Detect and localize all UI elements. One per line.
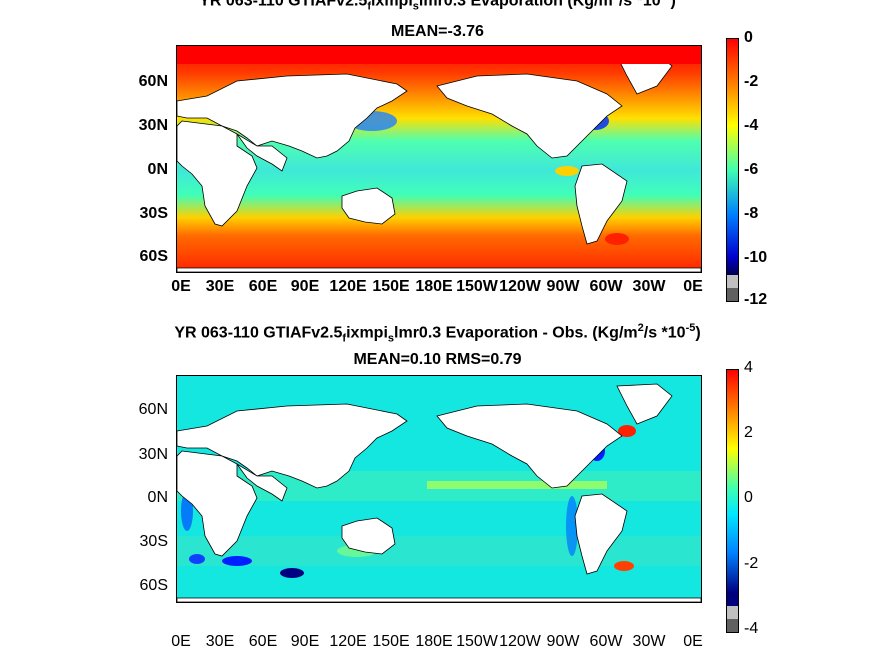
- bottom-lon-label: 0E: [683, 633, 703, 650]
- bottom-lat-label-60n: 60N: [138, 401, 168, 418]
- bottom-evaporation-bias-map: [176, 375, 702, 603]
- bottom-lon-label: 0E: [171, 633, 191, 650]
- bottom-colorbar-tick: -4: [744, 620, 759, 637]
- top-lat-label-30n: 30N: [138, 117, 168, 134]
- bottom-lat-label-60s: 60S: [139, 577, 168, 594]
- bottom-lon-label: 90E: [290, 633, 320, 650]
- bottom-colorbar: [726, 369, 739, 633]
- top-colorbar: [726, 38, 739, 302]
- bottom-lon-label: 150E: [372, 633, 410, 650]
- top-lon-label: 90W: [546, 278, 580, 295]
- top-lon-label: 150W: [456, 278, 498, 295]
- top-lon-label: 0E: [171, 278, 191, 295]
- top-colorbar-tick: -6: [744, 161, 759, 178]
- bottom-lon-label: 150W: [456, 633, 498, 650]
- bottom-lon-label: 30W: [632, 633, 666, 650]
- bottom-lon-label: 60E: [248, 633, 278, 650]
- bottom-lon-label: 30E: [205, 633, 235, 650]
- bottom-colorbar-tick: 4: [744, 359, 753, 376]
- top-lon-label: 30W: [632, 278, 666, 295]
- bottom-lon-label: 60W: [589, 633, 623, 650]
- top-lon-label: 90E: [290, 278, 320, 295]
- top-colorbar-tick: -4: [744, 117, 759, 134]
- top-lon-label: 120W: [499, 278, 541, 295]
- bottom-lat-label-30s: 30S: [139, 533, 168, 550]
- bottom-map-subtitle: MEAN=0.10 RMS=0.79: [353, 351, 522, 368]
- bottom-colorbar-tick: 2: [744, 424, 753, 441]
- bottom-lon-label: 120E: [329, 633, 367, 650]
- top-map-title: YR 063-110 GTIAFv2.5fixmpislmr0.3 Evapor…: [199, 0, 676, 13]
- bottom-lat-label-30n: 30N: [138, 446, 168, 463]
- top-lon-label: 30E: [205, 278, 235, 295]
- top-lon-label: 60E: [248, 278, 278, 295]
- bottom-lon-label: 180E: [415, 633, 453, 650]
- top-map-subtitle: MEAN=-3.76: [391, 23, 484, 40]
- top-lon-label: 60W: [589, 278, 623, 295]
- bottom-lon-label: 120W: [499, 633, 541, 650]
- top-lat-label-30s: 30S: [139, 205, 168, 222]
- bottom-colorbar-tick: 0: [744, 489, 753, 506]
- bottom-map-title: YR 063-110 GTIAFv2.5fixmpislmr0.3 Evapor…: [174, 322, 701, 345]
- top-lat-label-60s: 60S: [139, 248, 168, 265]
- top-lat-label-60n: 60N: [138, 73, 168, 90]
- top-colorbar-tick: 0: [744, 29, 753, 46]
- top-evaporation-map: [176, 45, 702, 273]
- top-lon-label: 0E: [683, 278, 703, 295]
- top-lon-label: 150E: [372, 278, 410, 295]
- bottom-lat-label-0n: 0N: [147, 489, 168, 506]
- top-lat-label-0n: 0N: [147, 161, 168, 178]
- top-lon-label: 180E: [415, 278, 453, 295]
- top-colorbar-tick: -12: [744, 291, 768, 308]
- top-colorbar-tick: -2: [744, 73, 759, 90]
- top-colorbar-tick: -10: [744, 249, 768, 266]
- bottom-colorbar-tick: -2: [744, 555, 759, 572]
- top-colorbar-tick: -8: [744, 205, 759, 222]
- top-lon-label: 120E: [329, 278, 367, 295]
- bottom-lon-label: 90W: [546, 633, 580, 650]
